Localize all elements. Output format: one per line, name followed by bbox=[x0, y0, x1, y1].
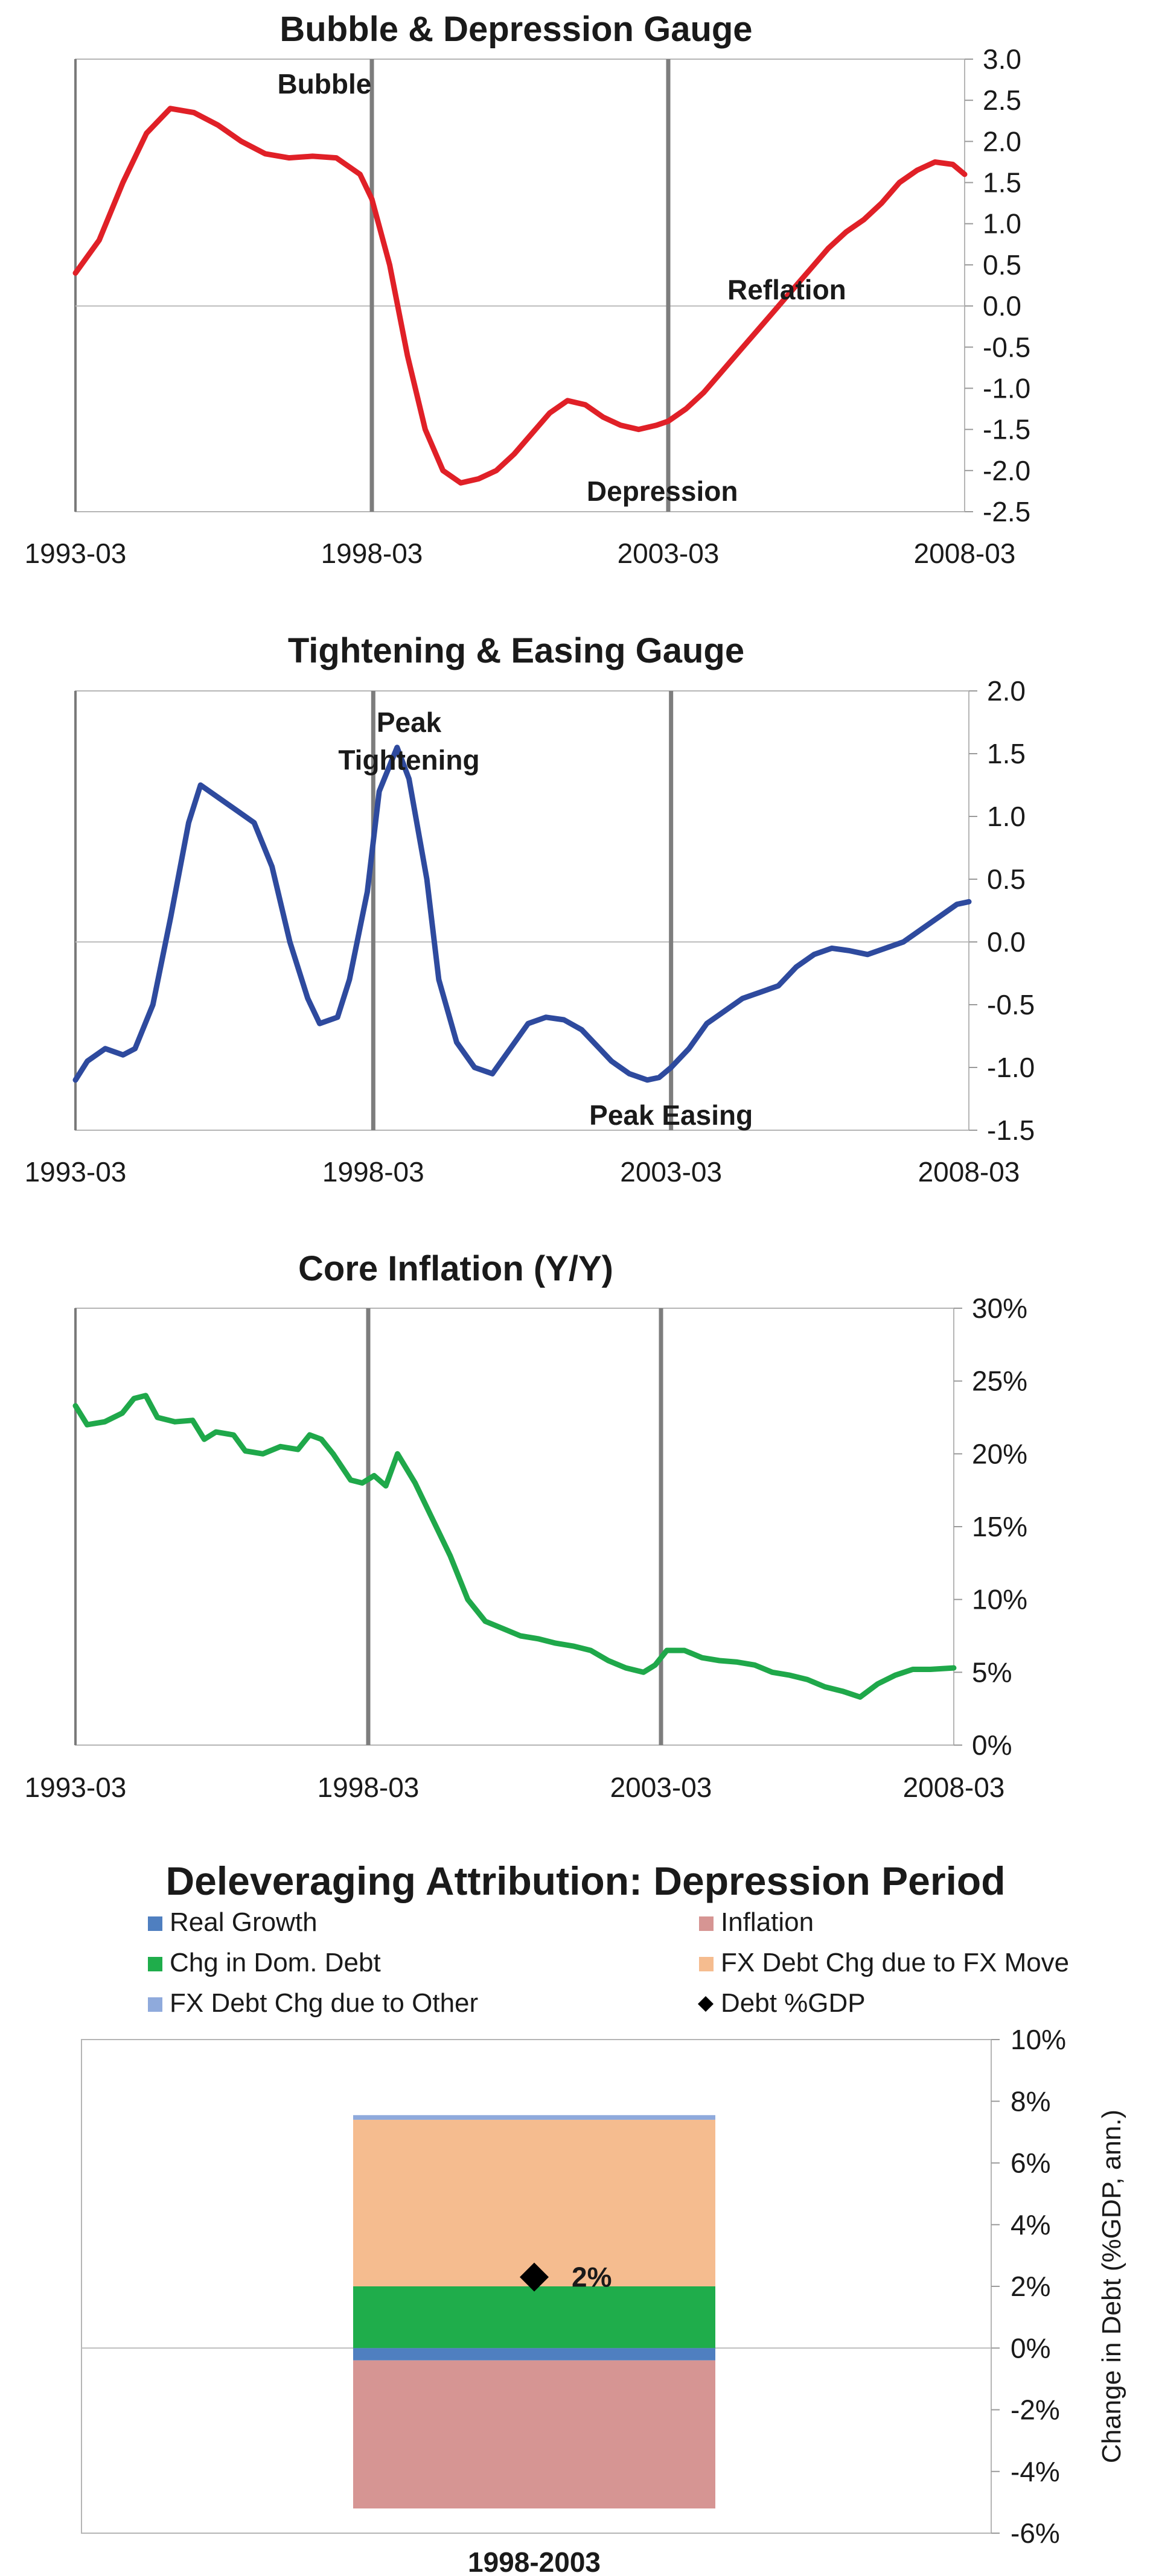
y-tick-label: -0.5 bbox=[987, 989, 1035, 1020]
series-line bbox=[72, 106, 968, 486]
bar-segment bbox=[353, 2115, 715, 2120]
bar-segment bbox=[353, 2360, 715, 2509]
x-tick-label: 1993-03 bbox=[25, 538, 127, 569]
legend-marker-diamond bbox=[698, 1996, 714, 2012]
y-tick-label: 1.0 bbox=[987, 801, 1026, 832]
y-tick-label: 0% bbox=[1011, 2332, 1050, 2364]
y-tick-label: 15% bbox=[972, 1511, 1027, 1542]
y-tick-label: 0.0 bbox=[987, 926, 1026, 958]
legend-swatch bbox=[148, 1957, 162, 1971]
y-tick-label: -6% bbox=[1011, 2517, 1060, 2549]
y-tick-label: 1.5 bbox=[987, 738, 1026, 769]
bar-segment bbox=[353, 2348, 715, 2361]
y-tick-label: 8% bbox=[1011, 2085, 1050, 2117]
y-tick-label: 5% bbox=[972, 1656, 1012, 1688]
debt-gdp-label: 2% bbox=[572, 2262, 612, 2293]
legend-swatch bbox=[148, 1916, 162, 1931]
chart-title: Core Inflation (Y/Y) bbox=[298, 1249, 613, 1288]
y-tick-label: 3.0 bbox=[983, 43, 1021, 75]
x-tick-label: 2003-03 bbox=[620, 1156, 722, 1188]
y-tick-label: -1.5 bbox=[987, 1115, 1035, 1146]
chart-title: Deleveraging Attribution: Depression Per… bbox=[165, 1859, 1005, 1903]
y-tick-label: -2% bbox=[1011, 2394, 1060, 2426]
bar-segment bbox=[353, 2286, 715, 2349]
legend-label: Debt %GDP bbox=[721, 1988, 866, 2018]
core-inflation-chart: Core Inflation (Y/Y) 30% 25% 20% 15% 10% 5% 0%… bbox=[25, 1249, 1027, 1803]
y-tick-label: 2.5 bbox=[983, 84, 1021, 116]
y-tick-label: 0.0 bbox=[983, 290, 1021, 322]
x-category-label: 1998-2003 bbox=[468, 2546, 601, 2576]
chart-annotation: Reflation bbox=[727, 274, 846, 305]
y-tick-label: 10% bbox=[972, 1584, 1027, 1615]
y-tick-label: 20% bbox=[972, 1438, 1027, 1469]
y-tick-label: -4% bbox=[1011, 2456, 1060, 2487]
chart-annotation: Bubble bbox=[277, 68, 371, 100]
y-tick-label: 2.0 bbox=[987, 675, 1026, 707]
legend-swatch bbox=[699, 1957, 714, 1971]
x-tick-label: 1998-03 bbox=[322, 1156, 424, 1188]
deleveraging-attribution-chart: Deleveraging Attribution: Depression Per… bbox=[81, 1859, 1126, 2576]
x-tick-label: 2008-03 bbox=[918, 1156, 1020, 1188]
legend-label: FX Debt Chg due to Other bbox=[170, 1988, 478, 2018]
y-tick-label: 0% bbox=[972, 1729, 1012, 1761]
y-tick-label: 4% bbox=[1011, 2209, 1050, 2240]
y-tick-label: 2.0 bbox=[983, 126, 1021, 157]
y-tick-label: 6% bbox=[1011, 2148, 1050, 2179]
y-tick-label: 0.5 bbox=[987, 863, 1026, 895]
chart-annotation: Peak Easing bbox=[589, 1099, 753, 1131]
x-tick-label: 1998-03 bbox=[318, 1772, 420, 1803]
y-tick-label: -2.5 bbox=[983, 496, 1030, 527]
y-tick-label: -1.5 bbox=[983, 414, 1030, 445]
y-tick-label: 1.5 bbox=[983, 167, 1021, 199]
chart-title: Bubble & Depression Gauge bbox=[279, 10, 752, 49]
y-tick-label: 25% bbox=[972, 1366, 1027, 1397]
y-tick-label: -0.5 bbox=[983, 331, 1030, 363]
x-tick-label: 1993-03 bbox=[25, 1156, 127, 1188]
series-line bbox=[72, 745, 972, 1083]
series-line bbox=[72, 1393, 957, 1700]
chart-annotation: Peak bbox=[377, 707, 442, 738]
bubble-depression-chart: Bubble & Depression Gauge 3.0 2.5 2.0 1.5 1.… bbox=[25, 10, 1031, 569]
y-tick-label: 2% bbox=[1011, 2271, 1050, 2302]
x-tick-label: 2008-03 bbox=[903, 1772, 1005, 1803]
plot-frame bbox=[75, 690, 969, 1131]
y-tick-label: -2.0 bbox=[983, 455, 1030, 486]
legend-label: Real Growth bbox=[170, 1907, 318, 1937]
y-axis-label: Change in Debt (%GDP, ann.) bbox=[1097, 2110, 1126, 2463]
bar-segment bbox=[353, 2119, 715, 2286]
chart-annotation: Depression bbox=[587, 475, 738, 507]
debt-gdp-marker bbox=[520, 2262, 549, 2292]
y-tick-label: 10% bbox=[1011, 2024, 1066, 2055]
legend-label: Inflation bbox=[721, 1907, 814, 1937]
x-tick-label: 2003-03 bbox=[610, 1772, 712, 1803]
y-tick-label: 1.0 bbox=[983, 208, 1021, 240]
y-tick-label: 30% bbox=[972, 1293, 1027, 1324]
y-tick-label: -1.0 bbox=[983, 372, 1030, 404]
y-tick-label: 0.5 bbox=[983, 249, 1021, 281]
chart-title: Tightening & Easing Gauge bbox=[288, 631, 744, 670]
x-tick-label: 2008-03 bbox=[914, 538, 1016, 569]
legend-swatch bbox=[699, 1916, 714, 1931]
legend-label: Chg in Dom. Debt bbox=[170, 1948, 381, 1977]
y-tick-label: -1.0 bbox=[987, 1052, 1035, 1083]
plot-frame bbox=[75, 1308, 954, 1746]
tightening-easing-chart: Tightening & Easing Gauge 2.0 1.5 1.0 0.5 0.… bbox=[25, 631, 1035, 1188]
legend-swatch bbox=[148, 1997, 162, 2012]
x-tick-label: 1998-03 bbox=[321, 538, 423, 569]
legend-label: FX Debt Chg due to FX Move bbox=[721, 1948, 1069, 1977]
x-tick-label: 2003-03 bbox=[618, 538, 720, 569]
x-tick-label: 1993-03 bbox=[25, 1772, 127, 1803]
chart-annotation: Tightening bbox=[338, 744, 479, 775]
